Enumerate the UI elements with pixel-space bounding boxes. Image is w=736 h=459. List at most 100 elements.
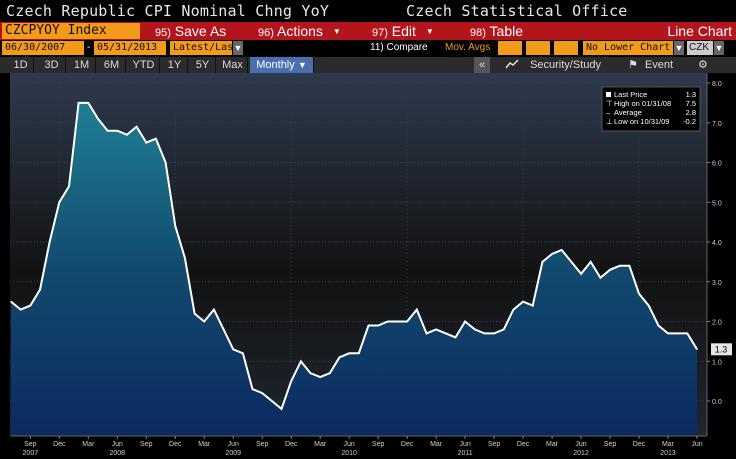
data-point (155, 138, 157, 140)
x-tick-label: Jun (228, 441, 239, 448)
data-point (338, 356, 341, 358)
save-as-button[interactable]: 95) Save As (155, 23, 226, 39)
data-point (522, 301, 524, 303)
controls-bar: 06/30/2007 - 05/31/2013 Latest/Last ▼ 11… (0, 40, 736, 56)
data-point (628, 265, 631, 267)
period-dropdown-icon[interactable]: ▼ (233, 41, 243, 55)
settings-gear-icon[interactable]: ⚙ (698, 59, 708, 71)
data-point (223, 328, 225, 330)
range-1m-button[interactable]: 1M (68, 57, 96, 73)
data-point (541, 261, 544, 263)
mov-avgs-label[interactable]: Mov. Avgs (445, 42, 491, 53)
x-tick-label: Jun (112, 441, 123, 448)
data-point (686, 332, 688, 334)
y-axis: 0.0 1.0 2.0 3.0 4.0 5.0 6.0 7.0 8.0 (706, 73, 722, 436)
edit-button[interactable]: 97) Edit ▼ (372, 23, 434, 39)
data-point (10, 301, 12, 303)
event-button[interactable]: ⚑ Event (628, 57, 673, 73)
ticker-field[interactable]: CZCPYOY Index (2, 23, 140, 39)
actions-number: 96) (258, 27, 274, 39)
data-point (68, 185, 70, 187)
x-tick-label: Dec (401, 441, 414, 448)
data-point (97, 118, 99, 120)
y-tick-label: 0.0 (712, 399, 722, 406)
range-ytd-button[interactable]: YTD (128, 57, 160, 73)
x-tick-label: Dec (633, 441, 646, 448)
mov-avg-field-3[interactable] (554, 41, 578, 55)
range-1y-button[interactable]: 1Y (162, 57, 188, 73)
mov-avg-field-1[interactable] (498, 41, 522, 55)
table-number: 98) (470, 27, 486, 39)
x-tick-label: Mar (314, 441, 327, 448)
data-point (165, 161, 167, 164)
period-select[interactable]: Latest/Last (170, 41, 239, 55)
x-tick-label: Mar (546, 441, 559, 448)
data-point (406, 320, 408, 323)
data-point (358, 352, 360, 354)
frequency-select[interactable]: Monthly ▼ (250, 57, 314, 73)
data-point (242, 352, 244, 354)
range-1d-button[interactable]: 1D (8, 57, 34, 73)
series-points (10, 102, 698, 410)
range-6m-button[interactable]: 6M (98, 57, 126, 73)
table-button[interactable]: 98) Table (470, 23, 523, 39)
data-point (580, 273, 582, 275)
x-year-label: 2011 (458, 450, 473, 457)
menu-bar: CZCPYOY Index 95) Save As 96) Actions ▼ … (0, 22, 736, 40)
high-legend-icon: ⊤ (606, 99, 613, 108)
data-point (425, 332, 428, 334)
x-tick-label: Sep (24, 441, 37, 448)
save-as-label: Save As (174, 23, 227, 39)
event-label: Event (644, 59, 674, 71)
start-date-field[interactable]: 06/30/2007 (2, 41, 84, 55)
range-max-button[interactable]: Max (218, 57, 248, 73)
data-point (638, 293, 640, 295)
data-point (677, 332, 679, 334)
data-point (78, 102, 80, 104)
data-point (503, 328, 505, 330)
last-price-legend-icon (606, 92, 611, 97)
data-point (493, 332, 495, 334)
chart-type-label[interactable]: Line Chart (667, 23, 732, 39)
currency-select[interactable]: CZK (687, 41, 713, 55)
actions-button[interactable]: 96) Actions ▼ (258, 23, 341, 39)
data-point (445, 332, 447, 334)
security-study-button[interactable]: Security/Study (505, 57, 601, 73)
range-3d-button[interactable]: 3D (38, 57, 66, 73)
range-5y-button[interactable]: 5Y (190, 57, 216, 73)
y-tick-label: 8.0 (712, 81, 722, 88)
data-point (551, 253, 553, 255)
end-date-field[interactable]: 05/31/2013 (94, 41, 166, 55)
x-year-label: 2013 (660, 450, 676, 457)
x-tick-label: Sep (604, 441, 617, 448)
data-point (174, 225, 176, 227)
data-point (474, 328, 476, 330)
data-point (590, 261, 592, 263)
data-point (87, 102, 89, 104)
series-line (10, 101, 698, 411)
y-tick-label: 1.0 (712, 359, 722, 366)
data-point (271, 400, 273, 402)
lower-chart-dropdown-icon[interactable]: ▼ (674, 41, 684, 55)
compare-button[interactable]: 11) Compare (370, 42, 428, 53)
last-price-marker: 1.3 (711, 343, 732, 356)
collapse-icon[interactable]: « (474, 57, 490, 73)
data-point (309, 372, 312, 374)
x-year-label: 2008 (109, 450, 125, 457)
x-tick-label: Mar (430, 441, 443, 448)
data-point (251, 388, 254, 390)
range-bar: 1D 3D 1M 6M YTD 1Y 5Y Max Monthly ▼ « Se… (0, 57, 736, 73)
data-point (20, 309, 22, 311)
lower-chart-select[interactable]: No Lower Chart (583, 41, 673, 55)
data-point (435, 328, 437, 330)
y-tick-label: 4.0 (712, 240, 722, 247)
currency-dropdown-icon[interactable]: ▼ (714, 41, 724, 55)
cpi-chart: 0.0 1.0 2.0 3.0 4.0 5.0 6.0 7.0 8.0 Sep Dec Mar Jun… (10, 73, 732, 457)
last-price-tag: 1.3 (715, 344, 728, 354)
x-tick-label: Dec (53, 441, 66, 448)
y-tick-label: 6.0 (712, 161, 722, 168)
mov-avg-field-2[interactable] (526, 41, 550, 55)
table-label: Table (489, 23, 524, 39)
data-point (561, 249, 563, 251)
data-point (39, 289, 41, 291)
